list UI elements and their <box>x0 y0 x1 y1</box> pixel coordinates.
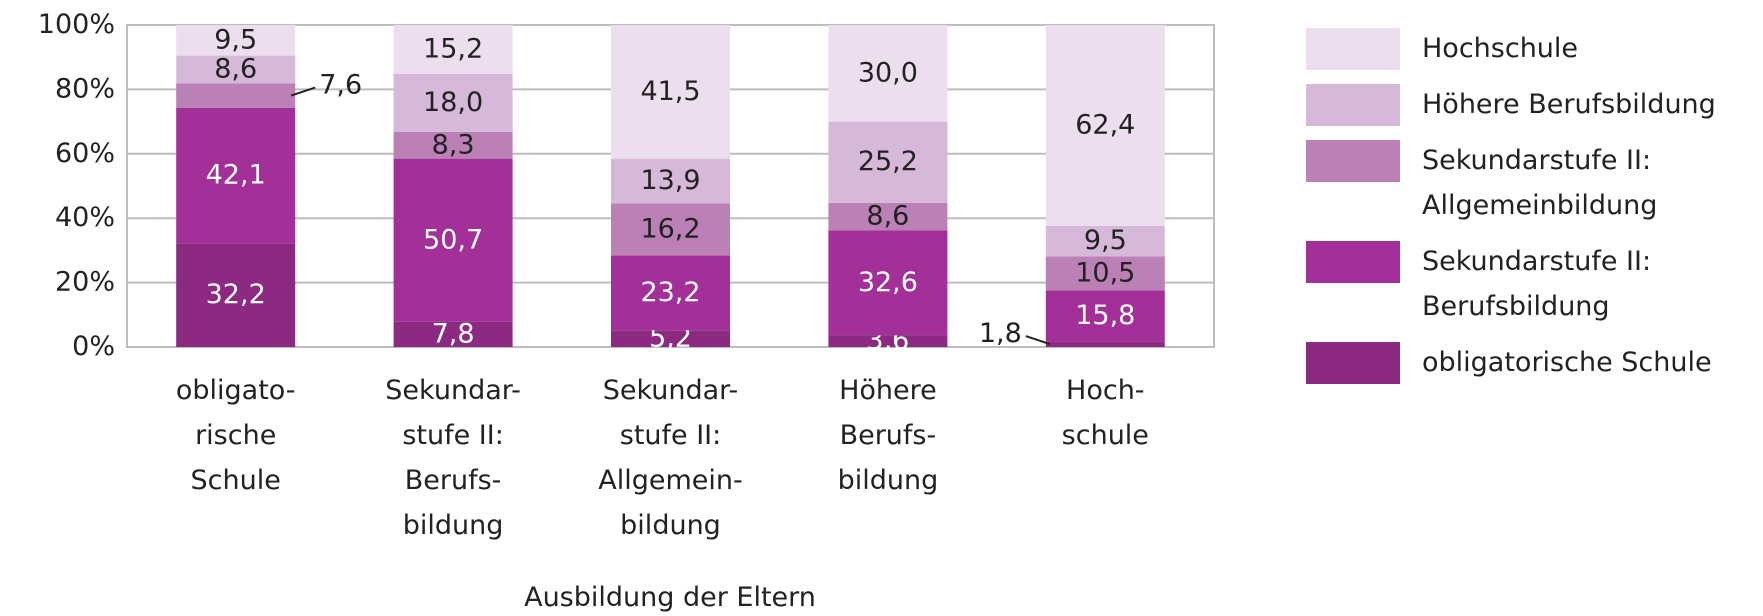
data-label: 9,5 <box>214 24 257 55</box>
legend-label: obligatorische Schule <box>1422 347 1712 378</box>
leader-line <box>1025 335 1051 346</box>
y-tick-label: 100% <box>38 9 115 40</box>
data-label: 9,5 <box>1084 225 1127 256</box>
data-label: 32,2 <box>206 279 266 310</box>
bar-segment <box>611 255 730 331</box>
data-label: 41,5 <box>640 75 700 106</box>
data-label: 7,6 <box>319 69 362 100</box>
data-label: 8,6 <box>214 53 257 84</box>
data-label: 16,2 <box>640 213 700 244</box>
bar-segment <box>828 121 948 203</box>
data-label: 62,4 <box>1075 109 1135 140</box>
legend-label: Sekundarstufe II: Allgemeinbildung <box>1422 145 1657 221</box>
y-tick-label: 20% <box>55 266 115 297</box>
data-label: 18,0 <box>423 86 483 117</box>
x-tick-label: Sekundar-stufe II: Berufs-bildung <box>385 375 521 541</box>
bar-segment <box>1045 25 1165 226</box>
bar-segment <box>176 55 296 84</box>
leader-line <box>290 86 316 97</box>
bar-segment <box>611 158 730 204</box>
bar-segment <box>393 131 513 159</box>
y-tick-label: 40% <box>55 202 115 233</box>
data-label: 50,7 <box>423 224 483 255</box>
bar-segment <box>1045 256 1165 291</box>
legend-label: Höhere Berufsbildung <box>1422 89 1716 120</box>
bar-segment <box>176 25 296 56</box>
data-label: 23,2 <box>640 276 700 307</box>
y-tick-label: 60% <box>55 137 115 168</box>
bar-segment <box>611 203 730 256</box>
x-tick-label: Sekundar-stufe II: Allgemein-bildung <box>598 375 743 541</box>
data-label: 25,2 <box>858 146 918 177</box>
legend-label: Sekundarstufe II: Berufsbildung <box>1422 246 1651 322</box>
bar-segment <box>176 243 296 347</box>
x-tick-label: obligato-rische Schule <box>176 375 296 496</box>
data-label: 42,1 <box>206 159 266 190</box>
bar-segment <box>176 83 296 108</box>
data-label: 15,8 <box>1075 299 1135 330</box>
data-label: 10,5 <box>1075 257 1135 288</box>
x-axis-label: Ausbildung der Eltern <box>524 582 816 613</box>
data-label: 8,3 <box>432 129 475 160</box>
y-tick-label: 80% <box>55 73 115 104</box>
legend-label: Hochschule <box>1422 33 1578 64</box>
bar-segment <box>828 230 948 336</box>
data-label: 7,8 <box>432 318 475 349</box>
data-label: 1,8 <box>979 318 1022 349</box>
legend-swatch <box>1306 140 1400 182</box>
bar-segment <box>828 202 948 231</box>
data-label: 8,6 <box>866 200 909 231</box>
bar-segment <box>393 73 513 132</box>
bar-segment <box>1045 290 1165 342</box>
bar-segment <box>393 158 513 322</box>
data-label: 13,9 <box>640 165 700 196</box>
legend-swatch <box>1306 342 1400 384</box>
bar-segment <box>1045 341 1165 347</box>
bar-segment <box>393 25 513 74</box>
bar-segment <box>828 25 948 122</box>
x-tick-label: Höhere Berufs-bildung <box>838 375 939 496</box>
data-label: 30,0 <box>858 57 918 88</box>
legend-swatch <box>1306 28 1400 70</box>
data-label: 15,2 <box>423 33 483 64</box>
bar-segment <box>393 321 513 347</box>
legend-swatch <box>1306 241 1400 283</box>
bar-segment <box>176 107 296 244</box>
bar-segment <box>611 330 730 347</box>
bar-segment <box>1045 225 1165 257</box>
bar-segment <box>611 25 730 159</box>
data-label: 32,6 <box>858 266 918 297</box>
x-tick-label: Hoch-schule <box>1062 375 1149 451</box>
legend-swatch <box>1306 84 1400 126</box>
bar-segment <box>828 335 948 347</box>
y-tick-label: 0% <box>72 331 115 362</box>
